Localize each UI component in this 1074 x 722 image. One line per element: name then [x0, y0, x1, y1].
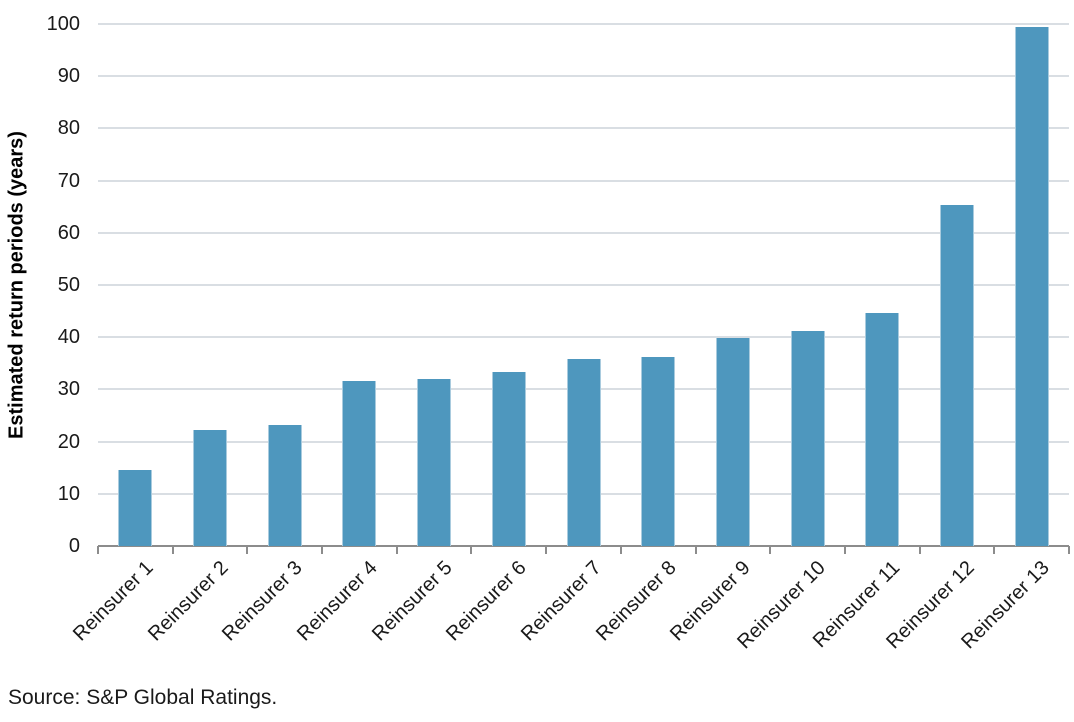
bar — [342, 380, 377, 546]
x-tick-label: Reinsurer 2 — [143, 556, 233, 646]
y-tick-label: 70 — [57, 169, 80, 192]
x-axis-tick — [843, 546, 846, 554]
y-tick-label: 60 — [57, 221, 80, 244]
y-tick-label: 40 — [57, 326, 80, 349]
gridline — [98, 23, 1069, 25]
bar — [193, 430, 228, 546]
gridline — [98, 231, 1069, 234]
x-axis-tick — [395, 546, 398, 554]
x-axis-tick — [769, 546, 772, 554]
y-tick-label: 10 — [57, 482, 80, 505]
gridline — [98, 336, 1069, 339]
source-note: Source: S&P Global Ratings. — [8, 686, 278, 709]
y-tick-label: 90 — [57, 65, 80, 88]
bar — [566, 358, 601, 546]
bar — [865, 313, 900, 546]
x-axis-tick — [171, 546, 174, 554]
x-axis-tick-labels: Reinsurer 1 Reinsurer 2 Reinsurer 3 Reinsur… — [69, 556, 1069, 666]
bar — [790, 331, 825, 546]
x-tick-label: Reinsurer 8 — [591, 556, 681, 646]
gridline — [98, 127, 1069, 130]
plot-area — [97, 23, 1070, 554]
x-tick-label: Reinsurer 3 — [218, 556, 307, 646]
x-axis-tick — [321, 546, 324, 554]
x-axis-line — [98, 545, 1069, 547]
x-tick-label: Reinsurer 4 — [293, 556, 382, 646]
x-axis-tick — [470, 546, 473, 554]
bar — [417, 379, 452, 546]
bar — [1014, 26, 1049, 546]
bar — [715, 337, 750, 546]
gridline — [98, 284, 1069, 286]
gridline — [98, 179, 1069, 182]
x-axis-tick — [97, 546, 99, 554]
bar — [267, 425, 302, 546]
x-axis-tick — [918, 546, 921, 554]
x-tick-label: Reinsurer 1 — [68, 556, 158, 646]
x-tick-label: Reinsurer 6 — [442, 556, 532, 646]
bar — [641, 357, 676, 546]
x-axis-tick — [619, 546, 622, 554]
y-axis-tick-labels: 0 10 20 30 40 50 60 70 80 90 100 — [0, 13, 80, 557]
x-tick-label: Reinsurer 7 — [517, 556, 606, 646]
y-tick-label: 50 — [57, 274, 80, 296]
y-tick-label: 80 — [57, 117, 80, 140]
bar — [939, 204, 974, 546]
y-tick-label: 100 — [46, 13, 80, 35]
bar — [118, 470, 153, 546]
gridline — [98, 75, 1069, 78]
x-axis-tick — [246, 546, 249, 554]
y-tick-label: 0 — [68, 535, 80, 557]
y-tick-label: 20 — [57, 430, 80, 453]
x-axis-tick — [993, 546, 996, 554]
x-axis-tick — [545, 546, 548, 554]
x-axis-tick — [694, 546, 697, 554]
x-axis-tick — [1068, 546, 1070, 554]
y-tick-label: 30 — [57, 378, 80, 401]
x-tick-label: Reinsurer 5 — [367, 556, 457, 646]
bar — [491, 371, 526, 546]
